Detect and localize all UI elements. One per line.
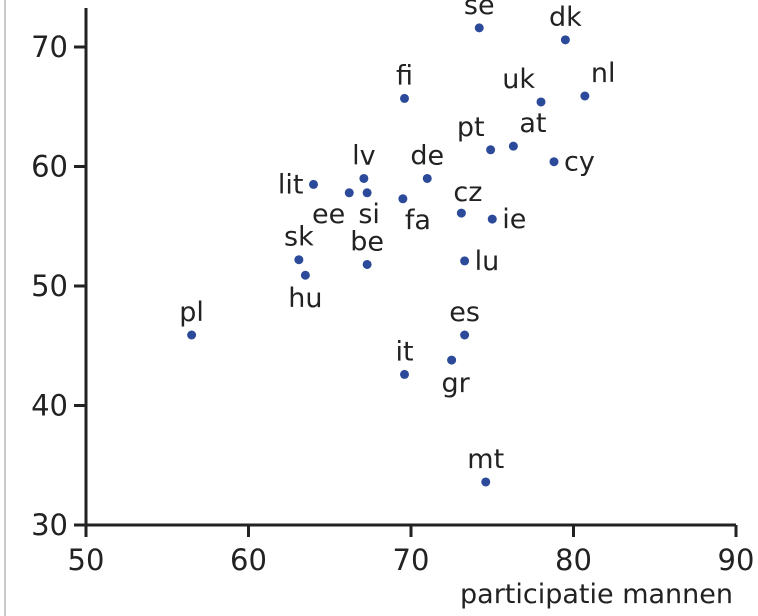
point-label-lu: lu	[475, 246, 500, 277]
x-axis-title: participatie mannen	[460, 579, 733, 610]
x-ticks: 50 60 70 80 90	[68, 525, 755, 577]
x-tick-label: 50	[68, 543, 105, 577]
y-tick-label: 50	[31, 269, 68, 303]
left-border	[4, 0, 6, 616]
data-point-be	[362, 259, 372, 269]
y-tick-label: 30	[31, 508, 68, 542]
data-point-nl	[580, 91, 590, 101]
point-label-fi: fi	[396, 60, 413, 91]
point-label-lit: lit	[278, 169, 304, 200]
data-point-ie	[487, 214, 497, 224]
data-point-fi	[400, 93, 409, 103]
data-point-cy	[549, 157, 559, 167]
y-ticks: 30 40 50 60 70	[31, 30, 86, 542]
data-point-de	[422, 173, 432, 183]
data-point-lu	[460, 256, 470, 266]
data-point-cz	[456, 208, 466, 218]
point-label-es: es	[449, 297, 480, 328]
x-tick-label: 60	[230, 543, 267, 577]
y-tick-label: 60	[31, 150, 68, 184]
point-label-si: si	[358, 199, 380, 230]
x-tick-label: 90	[718, 543, 755, 577]
point-label-ie: ie	[502, 204, 526, 235]
y-tick-label: 40	[31, 389, 68, 423]
point-label-it: it	[395, 336, 413, 367]
point-label-nl: nl	[591, 58, 616, 89]
data-point-lit	[309, 179, 318, 189]
data-point-sk	[294, 255, 304, 265]
data-point-at	[508, 141, 518, 151]
x-tick-label: 70	[393, 543, 430, 577]
point-label-hu: hu	[288, 283, 322, 314]
point-label-dk: dk	[549, 2, 582, 33]
data-points	[187, 23, 590, 487]
data-point-es	[460, 330, 470, 340]
data-point-mt	[481, 477, 491, 487]
point-label-lv: lv	[352, 140, 376, 171]
point-label-be: be	[350, 226, 384, 257]
data-point-fa	[398, 194, 408, 204]
data-point-pt	[486, 145, 496, 155]
data-point-uk	[536, 97, 546, 107]
data-point-it	[400, 369, 409, 379]
point-label-fa: fa	[405, 205, 431, 236]
data-point-si	[362, 188, 372, 198]
data-point-dk	[560, 35, 570, 45]
point-label-de: de	[410, 140, 444, 171]
data-point-hu	[300, 270, 310, 280]
point-label-sk: sk	[284, 222, 314, 253]
point-label-pt: pt	[457, 112, 485, 143]
data-point-pl	[187, 330, 197, 340]
point-label-at: at	[519, 108, 546, 139]
point-label-cz: cz	[453, 177, 482, 208]
data-point-gr	[447, 355, 457, 365]
point-label-uk: uk	[502, 64, 535, 95]
point-label-mt: mt	[467, 444, 504, 475]
point-label-gr: gr	[442, 368, 471, 399]
data-point-lv	[359, 173, 369, 183]
x-tick-label: 80	[555, 543, 592, 577]
point-label-se: se	[464, 0, 495, 21]
point-label-pl: pl	[179, 297, 204, 328]
y-tick-label: 70	[31, 30, 68, 64]
point-label-cy: cy	[564, 147, 595, 178]
data-point-ee	[344, 188, 354, 198]
point-label-ee: ee	[312, 199, 345, 230]
data-point-se	[474, 23, 484, 33]
